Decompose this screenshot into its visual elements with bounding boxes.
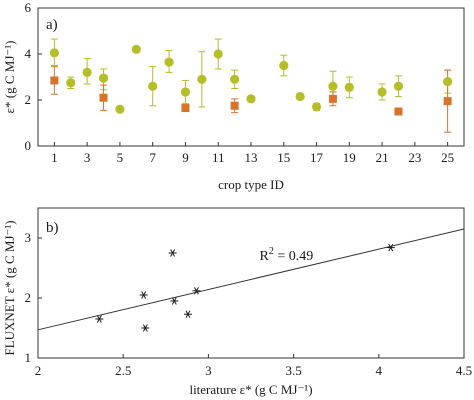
- data-point-circle: [197, 74, 207, 84]
- data-point-circle: [279, 60, 289, 71]
- data-point-circle: [66, 78, 76, 88]
- x-tick-label: 3.5: [285, 363, 301, 378]
- panel-a-y-axis-label: ε* (g C MJ⁻¹): [2, 41, 17, 114]
- asterisk-stroke: [185, 310, 191, 318]
- data-point-asterisk: [141, 324, 150, 332]
- panel-a-marks: [49, 38, 453, 133]
- x-tick-label: 25: [441, 150, 454, 165]
- x-tick-label: 3: [84, 150, 91, 165]
- asterisk-stroke: [194, 287, 199, 295]
- data-point-asterisk: [192, 287, 201, 295]
- panel-b-label: b): [46, 220, 59, 236]
- data-point-asterisk: [139, 291, 148, 299]
- panel-b-x-ticks: 2 2.5 3 3.5 4 4.5: [35, 354, 472, 378]
- data-point-square: [230, 101, 239, 110]
- data-point-circle: [49, 48, 59, 58]
- data-point-square: [181, 104, 190, 113]
- panel-a-x-axis-label: crop type ID: [218, 177, 284, 192]
- data-point-asterisk: [170, 297, 179, 305]
- data-point-circle: [230, 74, 240, 84]
- data-point-square: [99, 93, 108, 102]
- asterisk-stroke: [141, 291, 147, 299]
- x-tick-label: 2.5: [115, 363, 131, 378]
- data-point-asterisk: [386, 243, 395, 252]
- asterisk-stroke: [170, 249, 176, 257]
- fit-line: [37, 228, 465, 331]
- x-tick-label: 15: [277, 150, 290, 165]
- data-point-circle: [98, 73, 109, 83]
- data-point-circle: [213, 49, 223, 59]
- data-point-circle: [311, 102, 322, 112]
- asterisk-stroke: [171, 297, 177, 305]
- data-point-circle: [295, 91, 305, 102]
- panel-b-x-axis-label: literature ε* (g C MJ⁻¹): [189, 382, 312, 397]
- r-squared-exponent: 2: [269, 246, 274, 257]
- y-tick-label: 2: [25, 290, 32, 305]
- panel-b-frame: [37, 207, 465, 359]
- data-point-square: [394, 107, 403, 116]
- panel-b-marks: [37, 228, 465, 332]
- y-tick-label: 2: [25, 92, 32, 107]
- x-tick-label: 19: [343, 150, 356, 165]
- data-point-circle: [82, 67, 92, 77]
- data-point-square: [443, 97, 452, 106]
- x-tick-label: 2: [35, 363, 42, 378]
- y-tick-label: 3: [25, 230, 32, 245]
- panel-b: 2 2.5 3 3.5 4 4.5 123 b) R2 = 0.49 literature…: [2, 207, 472, 397]
- y-tick-label: 4: [25, 46, 32, 61]
- asterisk-stroke: [142, 324, 148, 332]
- x-tick-label: 11: [212, 150, 225, 165]
- x-tick-label: 5: [117, 150, 124, 165]
- x-tick-label: 17: [310, 150, 324, 165]
- x-tick-label: 3: [205, 363, 212, 378]
- data-point-circle: [328, 81, 338, 91]
- panel-a-x-ticks: 1 3 5 7 9 11 13 15 17 19 21 23 25: [51, 142, 454, 165]
- data-point-square: [328, 94, 337, 103]
- data-point-asterisk: [183, 310, 192, 318]
- x-tick-label: 4.5: [456, 363, 472, 378]
- x-tick-label: 13: [245, 150, 258, 165]
- panel-a-y-ticks: 0 2 4 6: [25, 0, 42, 153]
- data-point-circle: [393, 81, 404, 91]
- r-squared-base: R: [260, 249, 270, 264]
- data-point-asterisk: [168, 249, 177, 257]
- data-point-circle: [180, 87, 191, 97]
- panel-b-y-axis-label: FLUXNET ε* (g C MJ⁻¹): [2, 220, 17, 355]
- data-point-circle: [131, 44, 141, 55]
- data-point-square: [50, 76, 59, 85]
- x-tick-label: 4: [376, 363, 383, 378]
- x-tick-label: 9: [182, 150, 189, 165]
- asterisk-stroke: [96, 315, 102, 323]
- x-tick-label: 23: [408, 150, 421, 165]
- panel-b-y-ticks: 1 2 3: [25, 230, 42, 365]
- data-point-circle: [164, 57, 174, 67]
- y-tick-label: 1: [25, 350, 32, 365]
- x-tick-label: 1: [51, 150, 58, 165]
- data-point-circle: [148, 81, 158, 91]
- data-point-circle: [344, 82, 354, 92]
- data-point-circle: [115, 104, 125, 114]
- data-point-circle: [443, 77, 453, 87]
- data-point-asterisk: [95, 315, 104, 323]
- asterisk-stroke: [388, 243, 394, 252]
- x-tick-label: 21: [376, 150, 389, 165]
- y-tick-label: 0: [25, 138, 32, 153]
- data-point-circle: [377, 87, 387, 97]
- panel-a-label: a): [46, 17, 58, 33]
- r-squared-annotation: R2 = 0.49: [260, 246, 314, 264]
- data-point-circle: [246, 94, 256, 104]
- y-tick-label: 6: [25, 0, 32, 15]
- x-tick-label: 7: [149, 150, 156, 165]
- r-squared-value: = 0.49: [274, 249, 313, 264]
